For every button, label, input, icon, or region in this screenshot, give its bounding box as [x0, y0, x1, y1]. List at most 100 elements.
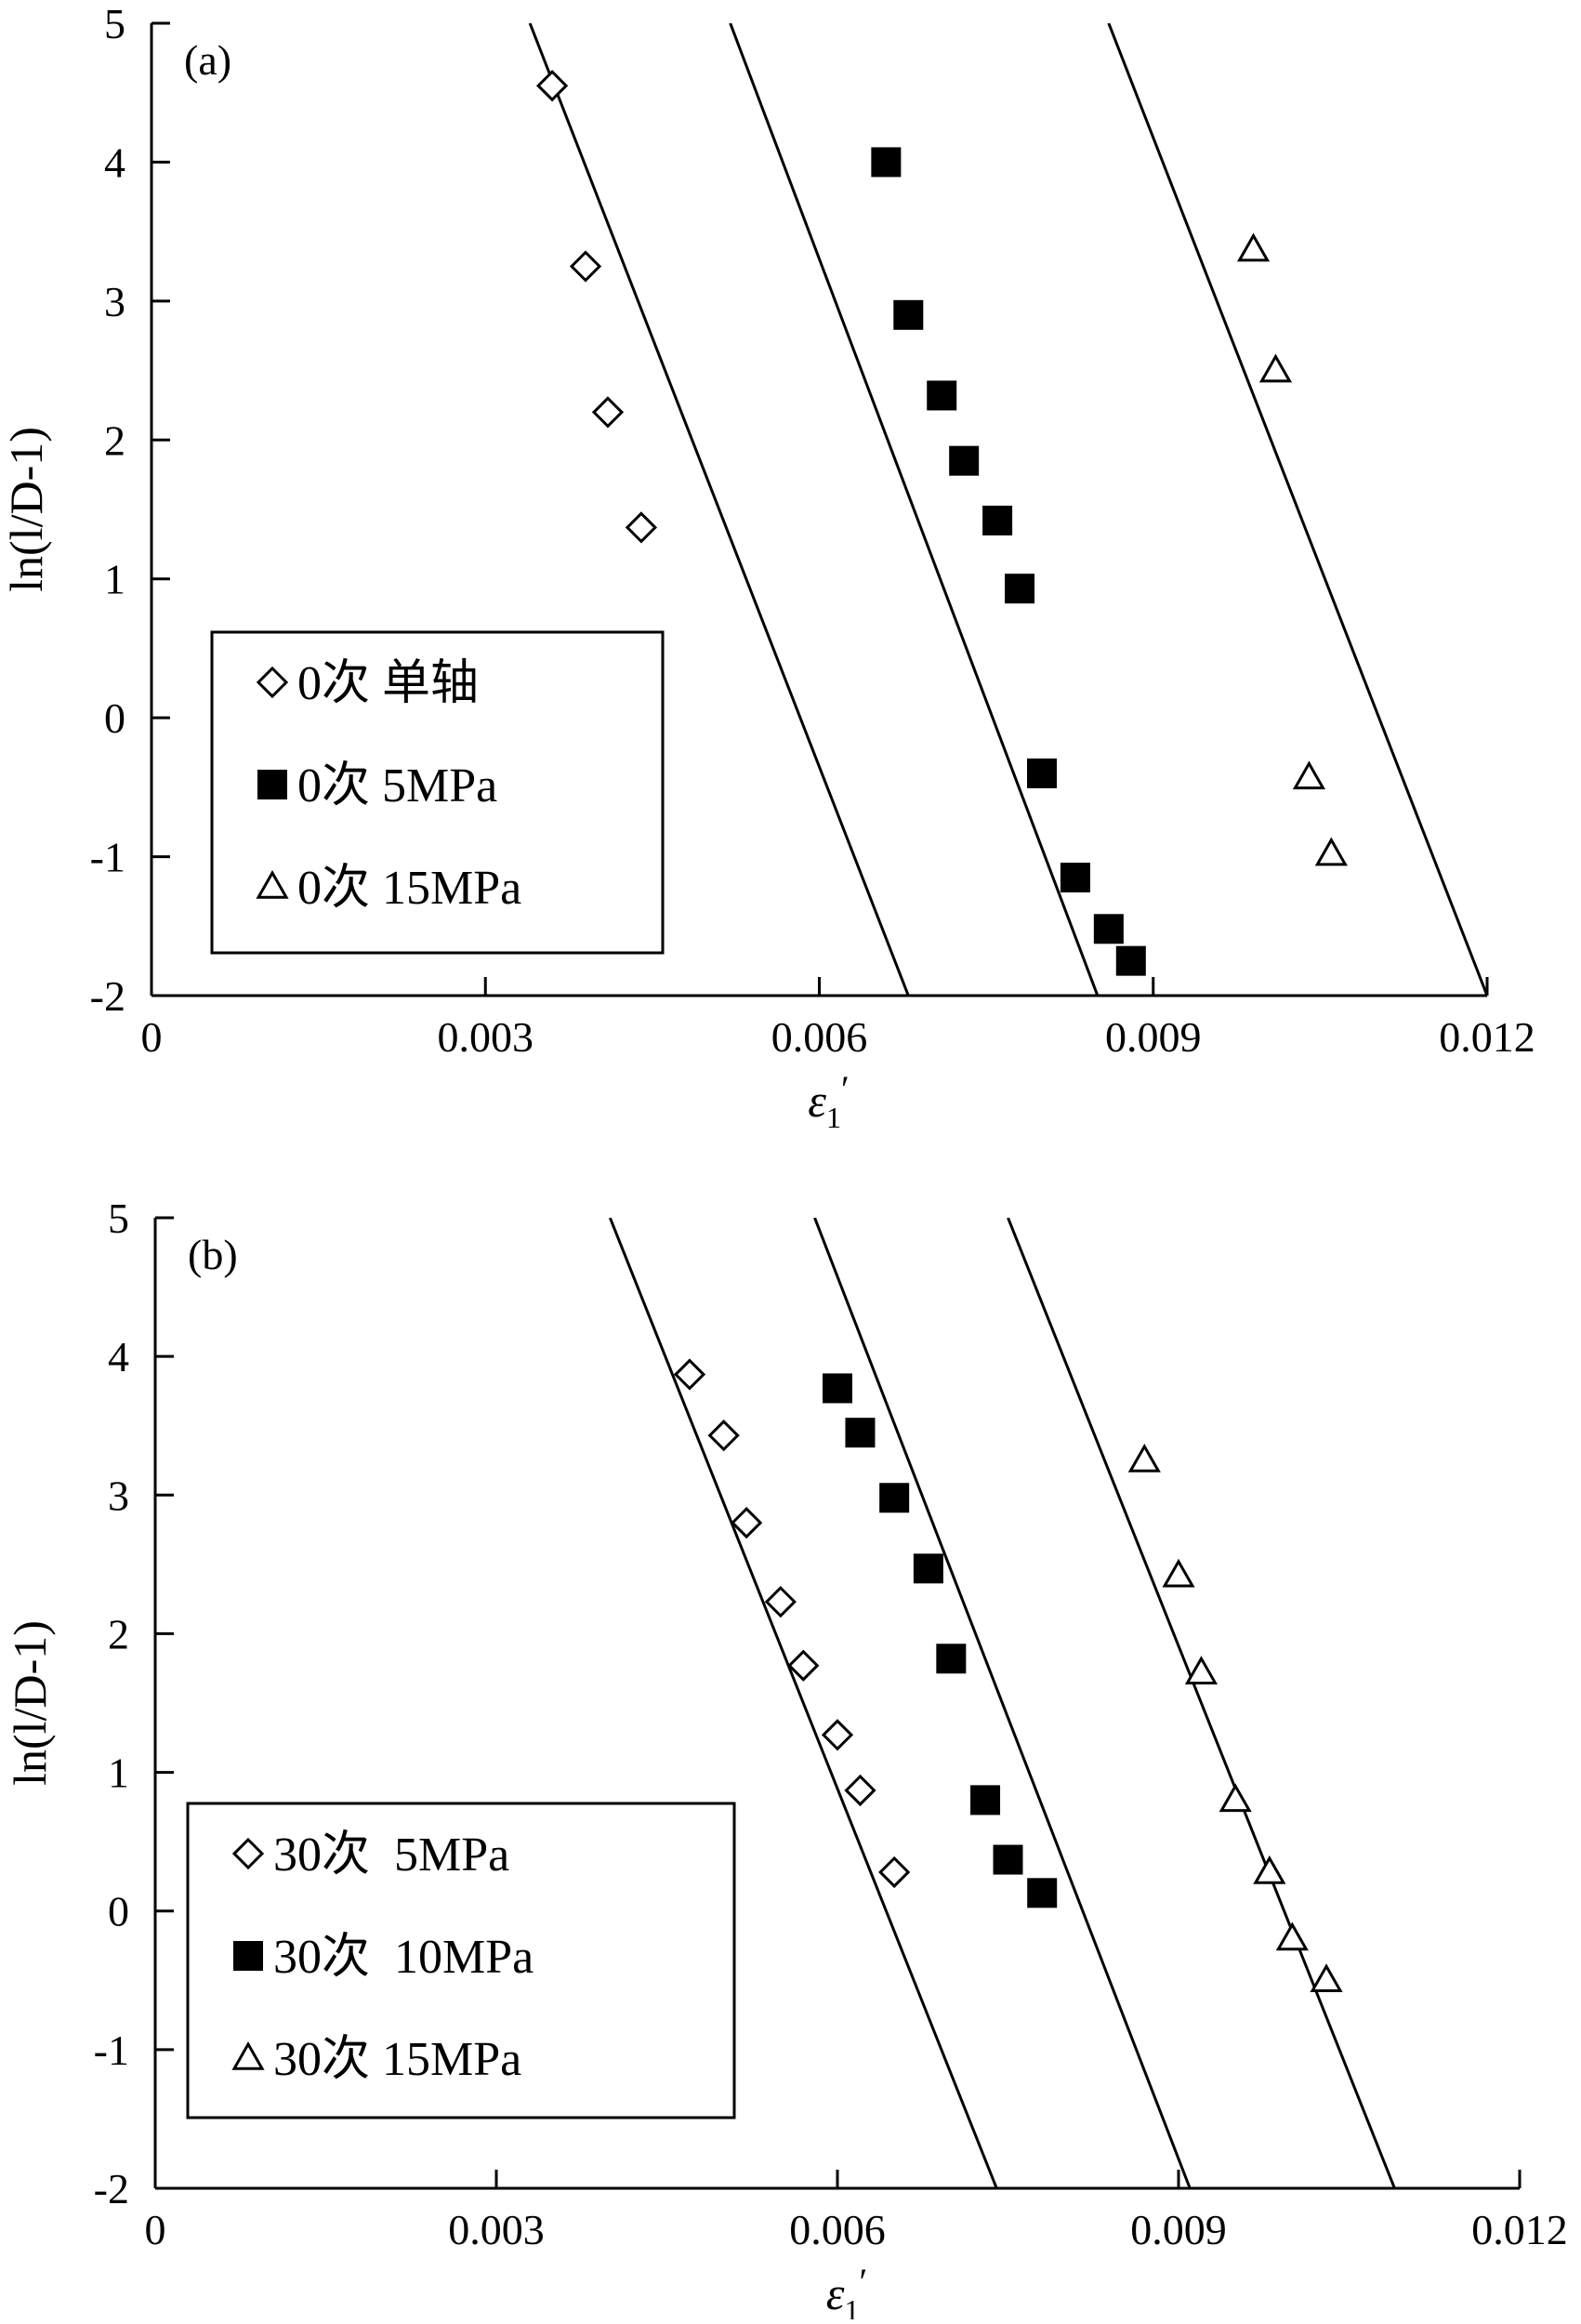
series-2: [813, 1218, 1192, 2188]
data-point: [845, 1418, 876, 1448]
legend-marker: [233, 1941, 263, 1971]
x-axis-label: ε1′: [808, 1068, 849, 1134]
data-point: [982, 505, 1013, 535]
data-point: [871, 147, 902, 178]
data-point: [764, 1586, 797, 1618]
y-tick-label: 1: [108, 1750, 129, 1797]
series-2: [729, 23, 1146, 996]
chart-panel-a: -2 -1 0 1 2 3 4 5 0 0.003 0.006 0.009 0.012 ln(l/D-1)…: [0, 0, 1535, 1134]
x-tick-label: 0.009: [1130, 2206, 1227, 2253]
data-point: [1027, 1878, 1058, 1908]
x-axis-label-prime: ′: [841, 1068, 850, 1110]
x-tick-label: 0.012: [1439, 1013, 1535, 1061]
fit-line: [1007, 1218, 1396, 2188]
data-point: [913, 1553, 943, 1584]
x-tick-label: 0: [141, 1013, 163, 1061]
y-tick-label: 0: [104, 694, 125, 742]
data-point: [1219, 1783, 1252, 1813]
y-tick-label: 1: [104, 556, 125, 603]
data-point: [731, 1506, 763, 1539]
legend-label: 0次 15MPa: [297, 862, 521, 915]
fit-line: [813, 1218, 1192, 2188]
legend-label: 30次 15MPa: [273, 2033, 521, 2086]
data-point: [879, 1483, 910, 1513]
y-axis-label: ln(l/D-1): [4, 1620, 56, 1786]
y-tick-label: 4: [104, 139, 125, 186]
x-tick-label: 0.006: [789, 2206, 886, 2253]
legend-label: 0次 5MPa: [297, 759, 497, 812]
y-tick-label: -2: [90, 972, 125, 1020]
x-axis-label: ε1′: [826, 2261, 867, 2319]
data-point: [927, 380, 957, 411]
legend: 30次 5MPa 30次 10MPa 30次 15MPa: [186, 1802, 736, 2119]
data-point: [625, 511, 658, 544]
data-point: [878, 1855, 911, 1889]
data-point: [1027, 758, 1057, 788]
y-tick-label: 2: [108, 1610, 129, 1657]
data-point: [1060, 862, 1090, 892]
data-point: [673, 1358, 706, 1391]
legend-label: 30次 10MPa: [273, 1931, 534, 1984]
y-tick-label: -1: [94, 2027, 129, 2074]
x-tick-label: 0.012: [1471, 2206, 1568, 2253]
y-axis-label: ln(l/D-1): [0, 427, 52, 592]
y-tick-label: 5: [108, 1195, 129, 1242]
data-point: [970, 1785, 1001, 1816]
legend-marker: [257, 770, 287, 799]
data-point: [844, 1774, 876, 1807]
legend-marker: [256, 869, 289, 899]
legend-label: 30次 5MPa: [273, 1829, 509, 1882]
data-point: [1184, 1656, 1219, 1684]
data-point: [1127, 1443, 1161, 1472]
y-tick-label: 0: [108, 1888, 129, 1935]
data-point: [591, 396, 625, 429]
fit-line: [1107, 23, 1487, 996]
x-axis-label-symbol: ε: [808, 1075, 826, 1127]
data-point: [936, 1644, 967, 1674]
series-1: [528, 23, 910, 996]
data-point: [893, 299, 924, 330]
data-point: [1115, 945, 1146, 976]
fit-line: [729, 23, 1100, 996]
series-1: [608, 1218, 998, 2188]
chart-panel-b: -2 -1 0 1 2 3 4 5 0 0.003 0.006 0.009 0.012 ln(l/D-1)…: [4, 1195, 1568, 2324]
x-tick-label: 0: [145, 2206, 166, 2253]
legend-marker: [231, 1837, 265, 1870]
data-point: [569, 250, 602, 283]
data-point: [1275, 1921, 1309, 1951]
y-tick-label: -2: [94, 2165, 129, 2212]
x-axis-label-subscript: 1: [844, 2293, 859, 2319]
panel-label: (a): [184, 36, 231, 84]
panel-label: (b): [188, 1231, 238, 1278]
data-point: [821, 1719, 854, 1751]
y-tick-label: -1: [90, 834, 125, 881]
y-tick-label: 4: [108, 1333, 129, 1380]
x-tick-label: 0.003: [438, 1013, 534, 1061]
series-3: [1007, 1218, 1396, 2188]
data-point: [823, 1373, 852, 1404]
data-point: [1236, 232, 1271, 262]
x-tick-label: 0.009: [1105, 1013, 1202, 1061]
x-axis-label-subscript: 1: [826, 1101, 841, 1134]
x-axis-label-symbol: ε: [826, 2267, 845, 2319]
data-point: [1093, 914, 1124, 944]
y-tick-label: 2: [104, 416, 125, 464]
data-point: [949, 445, 980, 476]
data-point: [1253, 1855, 1286, 1884]
y-tick-label: 3: [104, 278, 125, 325]
legend-marker: [231, 2040, 265, 2070]
data-point: [1292, 760, 1325, 790]
legend-label: 0次 单轴: [297, 657, 479, 710]
data-point: [993, 1844, 1023, 1875]
legend-box: [186, 1802, 736, 2119]
data-point: [535, 70, 569, 102]
data-point: [787, 1649, 820, 1682]
x-tick-label: 0.003: [448, 2206, 545, 2253]
data-point: [1162, 1558, 1195, 1588]
legend-marker: [256, 666, 289, 699]
series-3: [1107, 23, 1487, 996]
data-point: [1258, 353, 1293, 383]
data-point: [1314, 837, 1348, 866]
fit-line: [608, 1218, 998, 2188]
